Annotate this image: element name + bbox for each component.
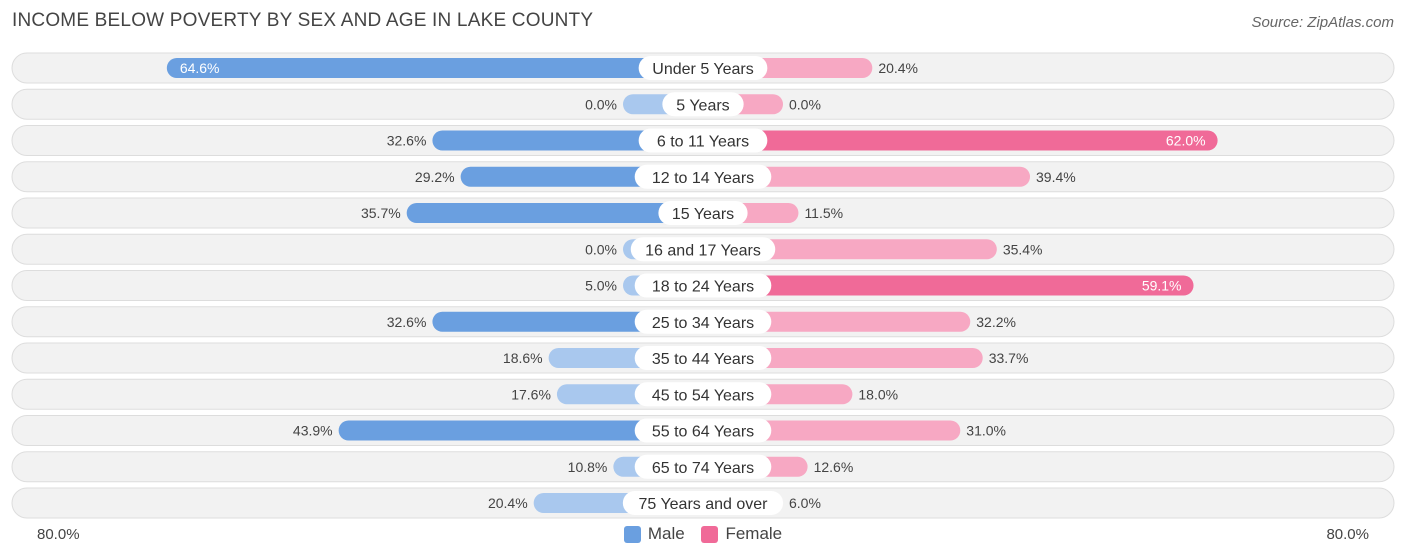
legend-swatch-female: [701, 525, 719, 543]
category-label: 65 to 74 Years: [652, 460, 754, 477]
category-pill: [662, 92, 744, 117]
female-bar: [703, 166, 1031, 187]
female-value-label: 31.0%: [966, 423, 1006, 439]
axis-left-label: 80.0%: [37, 526, 80, 543]
male-value-label: 64.6%: [180, 60, 220, 76]
category-label: 55 to 64 Years: [652, 424, 754, 441]
category-label: 45 to 54 Years: [652, 387, 754, 404]
male-bar: [432, 311, 703, 332]
male-value-label: 17.6%: [511, 386, 551, 402]
category-pill: [634, 454, 772, 479]
category-pill: [658, 201, 748, 225]
female-bar: [703, 130, 1218, 151]
male-value-label: 43.9%: [293, 423, 333, 439]
male-value-label: 5.0%: [585, 278, 617, 294]
female-bar: [703, 348, 983, 368]
category-label: Under 5 Years: [652, 61, 753, 78]
category-pill: [638, 56, 768, 80]
female-value-label: 20.4%: [878, 60, 918, 76]
category-pill: [630, 237, 776, 262]
axis-right-label: 80.0%: [1326, 526, 1369, 543]
source-label: Source: ZipAtlas.com: [1251, 14, 1394, 31]
legend-item-male[interactable]: Male: [623, 524, 685, 544]
female-value-label: 32.2%: [976, 314, 1016, 330]
male-bar: [432, 130, 703, 151]
male-value-label: 20.4%: [488, 495, 528, 511]
legend: Male Female: [0, 524, 1406, 548]
category-label: 15 Years: [672, 206, 734, 223]
female-value-label: 0.0%: [789, 96, 821, 112]
category-pill: [634, 418, 772, 443]
male-value-label: 0.0%: [585, 96, 617, 112]
category-pill: [634, 382, 772, 407]
legend-swatch-male: [623, 525, 641, 543]
category-label: 18 to 24 Years: [652, 279, 754, 296]
female-value-label: 62.0%: [1166, 133, 1206, 149]
male-value-label: 29.2%: [415, 169, 455, 185]
category-label: 75 Years and over: [639, 496, 769, 513]
category-label: 25 to 34 Years: [652, 315, 754, 332]
category-label: 16 and 17 Years: [645, 242, 761, 259]
female-value-label: 39.4%: [1036, 169, 1076, 185]
female-value-label: 33.7%: [989, 350, 1029, 366]
female-value-label: 6.0%: [789, 495, 821, 511]
category-label: 35 to 44 Years: [652, 351, 754, 368]
category-pill: [638, 128, 768, 153]
male-value-label: 10.8%: [568, 459, 608, 475]
category-pill: [622, 491, 784, 515]
female-value-label: 11.5%: [804, 205, 843, 221]
male-value-label: 32.6%: [387, 314, 427, 330]
legend-item-female[interactable]: Female: [701, 524, 782, 544]
category-pill: [634, 309, 772, 334]
female-bar: [703, 239, 997, 260]
category-pill: [634, 273, 772, 298]
male-value-label: 35.7%: [361, 205, 401, 221]
male-value-label: 18.6%: [503, 350, 543, 366]
female-value-label: 12.6%: [814, 459, 854, 475]
category-pill: [634, 164, 772, 189]
category-pill: [634, 346, 772, 370]
category-label: 6 to 11 Years: [657, 134, 749, 151]
chart-title: INCOME BELOW POVERTY BY SEX AND AGE IN L…: [12, 10, 594, 31]
legend-label-male: Male: [647, 524, 685, 543]
male-bar: [166, 58, 703, 78]
category-label: 5 Years: [676, 97, 729, 114]
male-value-label: 0.0%: [585, 241, 617, 257]
female-bar: [703, 275, 1194, 296]
legend-label-female: Female: [725, 524, 783, 543]
female-value-label: 18.0%: [858, 386, 898, 402]
female-value-label: 59.1%: [1142, 278, 1182, 294]
category-label: 12 to 14 Years: [652, 170, 754, 187]
male-bar: [338, 420, 703, 441]
male-bar: [406, 203, 703, 223]
female-value-label: 35.4%: [1003, 241, 1043, 257]
male-value-label: 32.6%: [387, 133, 427, 149]
